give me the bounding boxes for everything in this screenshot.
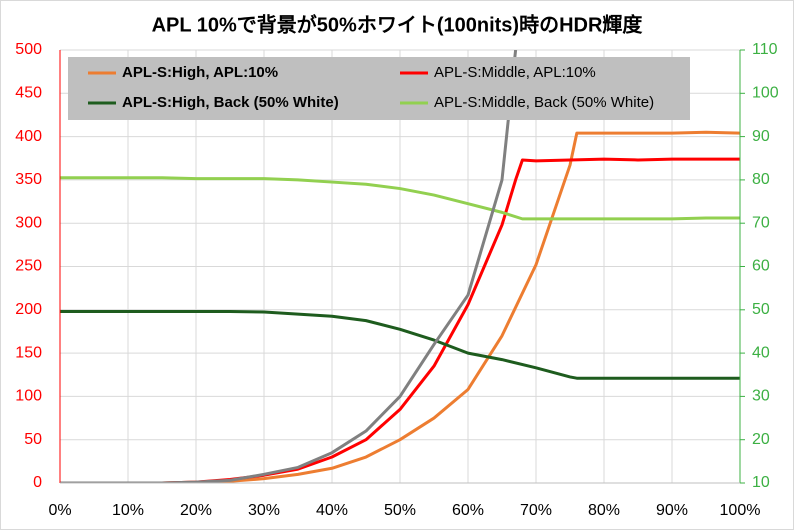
- y-tick-label: 200: [15, 301, 42, 318]
- y2-tick-label: 10: [752, 474, 770, 491]
- x-tick-label: 70%: [520, 502, 552, 519]
- series-line: [60, 176, 740, 221]
- legend-label: APL-S:High, APL:10%: [122, 64, 278, 81]
- y-tick-label: 50: [24, 431, 42, 448]
- y-tick-label: 0: [33, 474, 42, 491]
- legend-label: APL-S:High, Back (50% White): [122, 94, 339, 111]
- x-tick-label: 10%: [112, 502, 144, 519]
- series-line: [60, 50, 518, 483]
- y-tick-label: 150: [15, 344, 42, 361]
- x-tick-label: 90%: [656, 502, 688, 519]
- y-tick-label: 300: [15, 214, 42, 231]
- y2-tick-label: 40: [752, 344, 770, 361]
- y2-tick-label: 70: [752, 214, 770, 231]
- legend-label: APL-S:Middle, Back (50% White): [434, 94, 654, 111]
- y2-tick-label: 60: [752, 258, 770, 275]
- x-tick-label: 50%: [384, 502, 416, 519]
- x-tick-label: 20%: [180, 502, 212, 519]
- y2-tick-label: 20: [752, 431, 770, 448]
- x-tick-label: 60%: [452, 502, 484, 519]
- x-tick-label: 0%: [48, 502, 71, 519]
- y2-tick-label: 100: [752, 85, 779, 102]
- y-tick-label: 500: [15, 41, 42, 58]
- y-tick-label: 250: [15, 258, 42, 275]
- legend-label: APL-S:Middle, APL:10%: [434, 64, 596, 81]
- y2-tick-label: 110: [752, 41, 778, 58]
- chart-title: APL 10%で背景が50%ホワイト(100nits)時のHDR輝度: [152, 12, 644, 36]
- y2-tick-label: 50: [752, 301, 770, 318]
- x-tick-label: 40%: [316, 502, 348, 519]
- series-line: [60, 310, 740, 380]
- y-tick-label: 400: [15, 128, 42, 145]
- y-tick-label: 100: [15, 388, 42, 405]
- y2-tick-label: 30: [752, 388, 770, 405]
- y2-tick-label: 80: [752, 171, 770, 188]
- y-tick-label: 350: [15, 171, 42, 188]
- legend-box: [68, 57, 690, 120]
- y2-tick-label: 90: [752, 128, 770, 145]
- y-tick-label: 450: [15, 85, 42, 102]
- x-tick-label: 80%: [588, 502, 620, 519]
- x-tick-label: 100%: [720, 502, 761, 519]
- x-tick-label: 30%: [248, 502, 280, 519]
